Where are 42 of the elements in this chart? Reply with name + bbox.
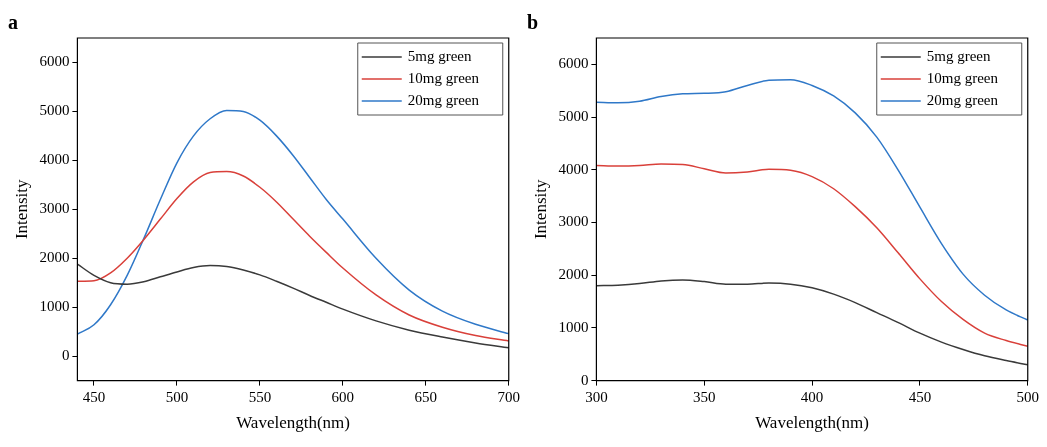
x-tick-label: 450	[82, 388, 106, 405]
line-series	[77, 263, 509, 349]
legend-label: 20mg green	[926, 91, 999, 108]
y-tick-label: 1000	[39, 298, 70, 315]
legend-label: 10mg green	[407, 69, 480, 86]
x-tick-label: 500	[1016, 388, 1039, 405]
chart-title: b	[527, 11, 539, 34]
y-tick-label: 6000	[558, 55, 589, 72]
x-tick-label: 300	[585, 388, 608, 405]
chart-title: a	[8, 11, 18, 34]
y-tick-label: 0	[61, 347, 70, 364]
y-tick-label: 6000	[39, 53, 70, 70]
y-tick-label: 3000	[39, 200, 70, 217]
x-tick-label: 500	[165, 388, 189, 405]
line-series	[77, 109, 509, 335]
x-tick-label: 550	[248, 388, 272, 405]
legend-label: 10mg green	[926, 69, 999, 86]
x-tick-label: 450	[908, 388, 932, 405]
y-tick-label: 4000	[558, 160, 589, 177]
y-tick-label: 5000	[558, 108, 589, 124]
legend-label: 20mg green	[407, 91, 480, 108]
y-tick-label: 1000	[558, 318, 589, 335]
y-tick-label: 5000	[39, 102, 70, 119]
y-axis-title: Intensity	[11, 179, 31, 240]
line-series	[596, 279, 1028, 366]
y-tick-label: 2000	[39, 249, 70, 266]
y-axis-title: Intensity	[530, 179, 550, 240]
x-axis-title: Wavelength(nm)	[236, 413, 350, 433]
x-tick-label: 350	[692, 388, 716, 405]
y-tick-label: 0	[580, 371, 589, 388]
x-axis-title: Wavelength(nm)	[755, 413, 869, 433]
x-tick-label: 400	[800, 388, 824, 405]
x-tick-label: 650	[414, 388, 438, 405]
legend-label: 5mg green	[407, 47, 472, 64]
y-tick-label: 3000	[558, 213, 589, 230]
x-tick-label: 600	[331, 388, 355, 405]
line-series	[77, 170, 509, 342]
legend-label: 5mg green	[926, 47, 991, 64]
y-tick-label: 2000	[558, 266, 589, 283]
line-series	[596, 163, 1028, 348]
x-tick-label: 700	[497, 388, 520, 405]
y-tick-label: 4000	[39, 151, 70, 168]
